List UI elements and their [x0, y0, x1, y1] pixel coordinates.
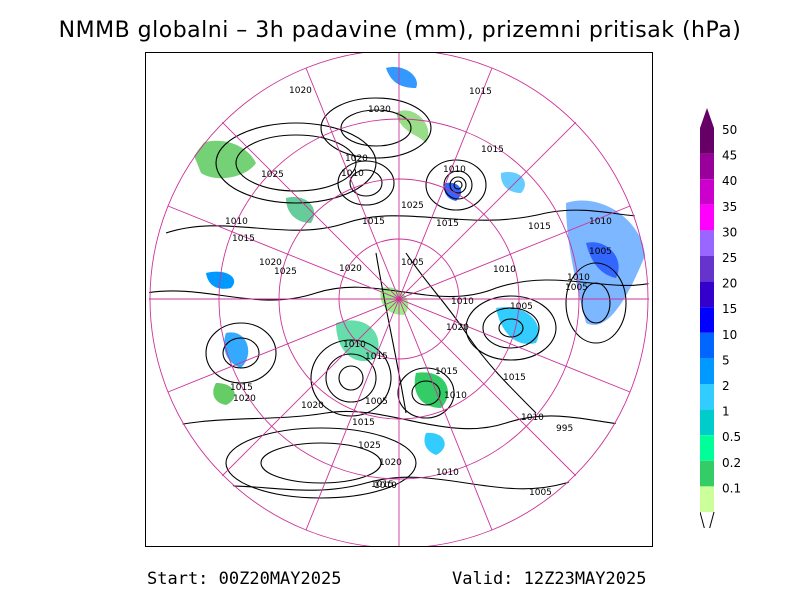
isobar-label: 1025 — [358, 441, 381, 451]
colorbar-swatch — [700, 256, 714, 282]
run-start-time: Start: 00Z20MAY2025 — [147, 569, 342, 589]
colorbar-swatch — [700, 384, 714, 410]
colorbar-tick-label: 50 — [722, 123, 737, 137]
colorbar-bottom-tail — [700, 511, 715, 528]
isobar-label: 1015 — [365, 352, 388, 362]
colorbar-tick-label: 0.5 — [722, 430, 741, 444]
valid-time: Valid: 12Z23MAY2025 — [452, 569, 647, 589]
isobar-label: 1005 — [365, 397, 388, 407]
colorbar-swatch — [700, 460, 714, 487]
colorbar-swatch — [700, 230, 714, 256]
isobar-label: 1020 — [379, 458, 402, 468]
colorbar-tick-label: 40 — [722, 174, 737, 188]
colorbar-swatch — [700, 332, 714, 359]
isobar-label: 1020 — [233, 394, 256, 404]
isobar-label: 1010 — [341, 169, 364, 179]
graticule — [149, 53, 649, 546]
isobar-label: 1010 — [567, 273, 590, 283]
isobar-label: 1020 — [301, 401, 324, 411]
colorbar-swatch — [700, 179, 714, 205]
colorbar-tick-label: 30 — [722, 225, 737, 239]
isobar-label: 1020 — [339, 264, 362, 274]
map-frame: 1020 1030 1015 1025 1010 1015 1020 1010 … — [145, 52, 653, 547]
isobar-label: 1020 — [446, 323, 469, 333]
colorbar-tick-label: 15 — [722, 302, 737, 316]
isobar-label: 1025 — [274, 267, 297, 277]
isobar-label: 1010 — [343, 340, 366, 350]
colorbar-swatch — [700, 486, 714, 512]
colorbar-top-arrow — [700, 108, 714, 128]
isobar-label: 1005 — [510, 302, 533, 312]
isobar-label: 1020 — [345, 154, 368, 164]
isobar-label: 1010 — [589, 217, 612, 227]
colorbar-swatch — [700, 409, 714, 436]
isobar-label: 1020 — [259, 258, 282, 268]
isobar-label: 1015 — [469, 87, 492, 97]
isobar-label: 1025 — [401, 201, 424, 211]
isobar-labels: 1020 1030 1015 1025 1010 1015 1020 1010 … — [225, 86, 612, 498]
isobar-label: 1005 — [401, 258, 424, 268]
isobar-label: 1030 — [368, 105, 391, 115]
polar-map: 1020 1030 1015 1025 1010 1015 1020 1010 … — [149, 53, 649, 546]
precipitation-colorbar: 50 45 40 35 30 25 20 15 10 5 2 1 0.5 0.2 0.1 — [700, 108, 741, 528]
colorbar-tick-label: 35 — [722, 200, 737, 214]
colorbar-tick-label: 20 — [722, 277, 737, 291]
colorbar-tick-label: 25 — [722, 251, 737, 265]
isobar-label: 1015 — [371, 480, 394, 490]
colorbar-swatch — [700, 153, 714, 180]
isobar-label: 1015 — [436, 219, 459, 229]
colorbar-swatch — [700, 128, 714, 154]
colorbar-tick-label: 1 — [722, 405, 730, 419]
chart-title: NMMB globalni – 3h padavine (mm), prizem… — [58, 18, 742, 43]
isobar-label: 1025 — [261, 170, 284, 180]
colorbar-tick-label: 45 — [722, 149, 737, 163]
isobar-label: 1010 — [493, 265, 516, 275]
isobar-label: 1005 — [529, 488, 552, 498]
colorbar-swatch — [700, 204, 714, 231]
isobar-label: 1015 — [503, 373, 526, 383]
isobar-label: 1010 — [443, 165, 466, 175]
colorbar-tick-label: 0.2 — [722, 456, 741, 470]
isobar-label: 1010 — [451, 297, 474, 307]
isobar-label: 1010 — [444, 391, 467, 401]
isobar-label: 1015 — [481, 145, 504, 155]
isobar-label: 1005 — [565, 283, 588, 293]
colorbar-tick-label: 10 — [722, 328, 737, 342]
colorbar-swatch — [700, 435, 714, 461]
isobar-label: 1015 — [362, 217, 385, 227]
colorbar-tick-label: 0.1 — [722, 481, 741, 495]
isobar-label: 1010 — [225, 217, 248, 227]
colorbar-swatch — [700, 281, 714, 308]
isobar-label: 1005 — [589, 247, 612, 257]
isobar-label: 1015 — [435, 367, 458, 377]
isobar-label: 1010 — [374, 481, 397, 491]
isobar-label: 1015 — [232, 234, 255, 244]
isobar-label: 1015 — [528, 222, 551, 232]
isobar-layer — [149, 97, 649, 499]
isobar-label: 1010 — [436, 468, 459, 478]
colorbar-swatch — [700, 358, 714, 384]
colorbar-tick-label: 2 — [722, 379, 730, 393]
isobar-label: 1015 — [352, 418, 375, 428]
isobar-label: 1015 — [230, 383, 253, 393]
colorbar-swatch — [700, 307, 714, 333]
colorbar-tick-label: 5 — [722, 353, 730, 367]
isobar-label: 1020 — [289, 86, 312, 96]
isobar-label: 995 — [556, 424, 573, 434]
isobar-label: 1010 — [521, 413, 544, 423]
